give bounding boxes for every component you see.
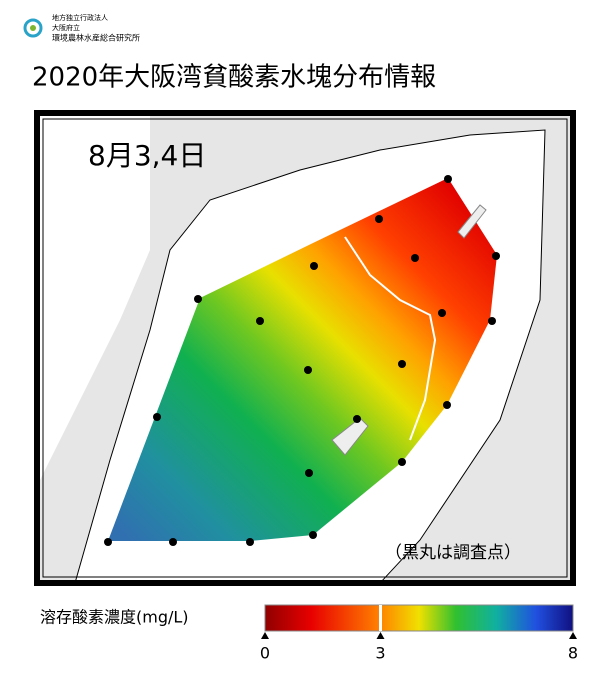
logo bbox=[23, 18, 43, 38]
title: 2020年大阪湾貧酸素水塊分布情報 bbox=[32, 63, 436, 93]
org-line: 環境農林水産総合研究所 bbox=[52, 33, 140, 43]
tick-label: 8 bbox=[568, 644, 578, 663]
tick-marker bbox=[376, 632, 385, 639]
tick-marker bbox=[261, 632, 269, 639]
org-line: 地方独立行政法人 bbox=[52, 13, 108, 22]
colorbar bbox=[264, 604, 574, 632]
tick-marker bbox=[569, 632, 577, 639]
note: （黒丸は調査点） bbox=[385, 543, 521, 563]
date: 8月3,4日 bbox=[88, 139, 206, 172]
tick-label: 3 bbox=[375, 644, 385, 663]
map bbox=[34, 110, 576, 586]
tick-label: 0 bbox=[260, 644, 270, 663]
legend-title: 溶存酸素濃度(mg/L) bbox=[40, 608, 189, 627]
org-line: 大阪府立 bbox=[52, 23, 80, 32]
